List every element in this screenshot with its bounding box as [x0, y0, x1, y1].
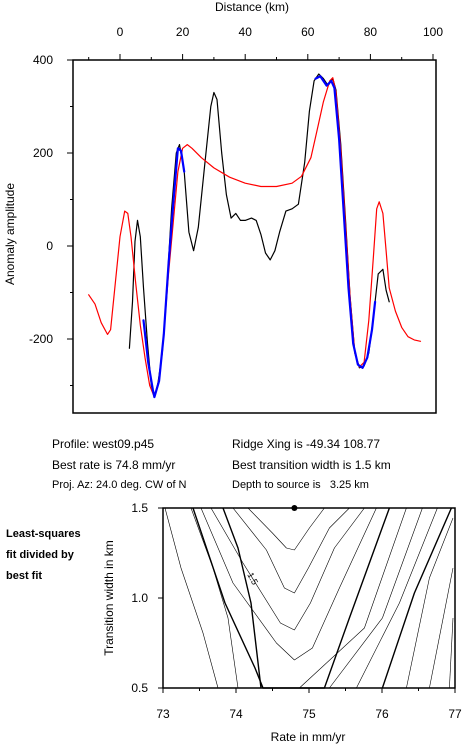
x-tick-labels: 73 74 75 76 77	[156, 707, 462, 721]
x-axis-title: Distance (km)	[215, 0, 289, 14]
y-tick-label: 1.5	[131, 501, 148, 515]
y-tick-label: 1.0	[131, 591, 148, 605]
contour-line-10	[329, 507, 423, 689]
contour-caption: Least-squares fit divided by best fit	[6, 524, 106, 587]
x-tick-label: 60	[301, 25, 315, 39]
best-fit-marker	[291, 505, 298, 511]
contour-line-13	[406, 517, 454, 689]
ridge-crossing-label: Ridge Xing is -49.34 108.77	[232, 437, 381, 451]
y-tick-label: 0	[46, 239, 53, 253]
x-tick-label: 73	[156, 707, 170, 721]
x-tick-label: 77	[448, 707, 462, 721]
contour-line-8	[192, 507, 391, 689]
contour-line-12	[381, 507, 453, 689]
y-tick-labels: -200 0 200 400	[29, 53, 53, 346]
projection-azimuth-label: Proj. Az: 24.0 deg. CW of N	[52, 479, 187, 491]
y-axis-title: Transition width in km	[102, 540, 116, 656]
best-rate-label: Best rate is 74.8 mm/yr	[52, 458, 176, 472]
x-axis-title: Rate in mm/yr	[271, 730, 346, 744]
x-tick-label: 0	[117, 25, 124, 39]
contour-line-15	[449, 617, 454, 689]
contour-chart: 1.5 73 74 75 76 77 0.5 1.0 1.5 Rate in mm/yr T…	[102, 501, 462, 744]
y-tick-label: 200	[33, 146, 53, 160]
contour-line-1	[164, 507, 219, 689]
caption-line: Least-squares	[6, 528, 81, 540]
caption-line: fit divided by	[6, 549, 74, 561]
contour-line-9	[299, 507, 407, 689]
x-tick-label: 40	[239, 25, 253, 39]
series-lines	[88, 73, 422, 399]
contour-line-5	[232, 507, 350, 594]
y-axis-title: Anomaly amplitude	[3, 183, 17, 285]
profile-label: Profile: west09.p45	[52, 437, 155, 451]
contour-border	[162, 507, 456, 689]
transition-width-label: Best transition width is 1.5 km	[232, 458, 391, 472]
contour-line-2	[190, 507, 239, 689]
x-tick-label: 20	[176, 25, 190, 39]
contour-line-7	[200, 507, 377, 661]
x-tick-label: 75	[302, 707, 316, 721]
x-tick-label: 100	[423, 25, 443, 39]
series-line-4	[314, 75, 377, 369]
x-tick-labels: 0 20 40 60 80 100	[117, 25, 444, 39]
anomaly-chart: Distance (km) 0 20 40 60 80 100 -200 0 200 400 A…	[3, 0, 444, 414]
plot-border	[72, 59, 437, 414]
y-tick-label: 400	[33, 53, 53, 67]
contour-lines	[164, 507, 454, 689]
y-tick-labels: 0.5 1.0 1.5	[131, 501, 148, 695]
contour-line-14	[429, 567, 454, 689]
contour-line-4	[247, 507, 325, 551]
plot-frame	[67, 54, 437, 414]
y-tick-label: -200	[29, 332, 53, 346]
y-tick-label: 0.5	[131, 681, 148, 695]
x-tick-label: 76	[375, 707, 389, 721]
contour-line-3	[222, 507, 262, 689]
contour-line-11	[356, 507, 438, 689]
x-tick-label: 80	[364, 25, 378, 39]
series-line-2	[88, 77, 422, 398]
caption-line: best fit	[6, 570, 43, 582]
source-depth-label: Depth to source is 3.25 km	[232, 479, 369, 491]
x-tick-label: 74	[229, 707, 243, 721]
series-line-3	[142, 147, 186, 399]
contour-line-6	[210, 507, 365, 631]
contour-label: 1.5	[245, 571, 260, 587]
series-line-1	[128, 73, 390, 398]
